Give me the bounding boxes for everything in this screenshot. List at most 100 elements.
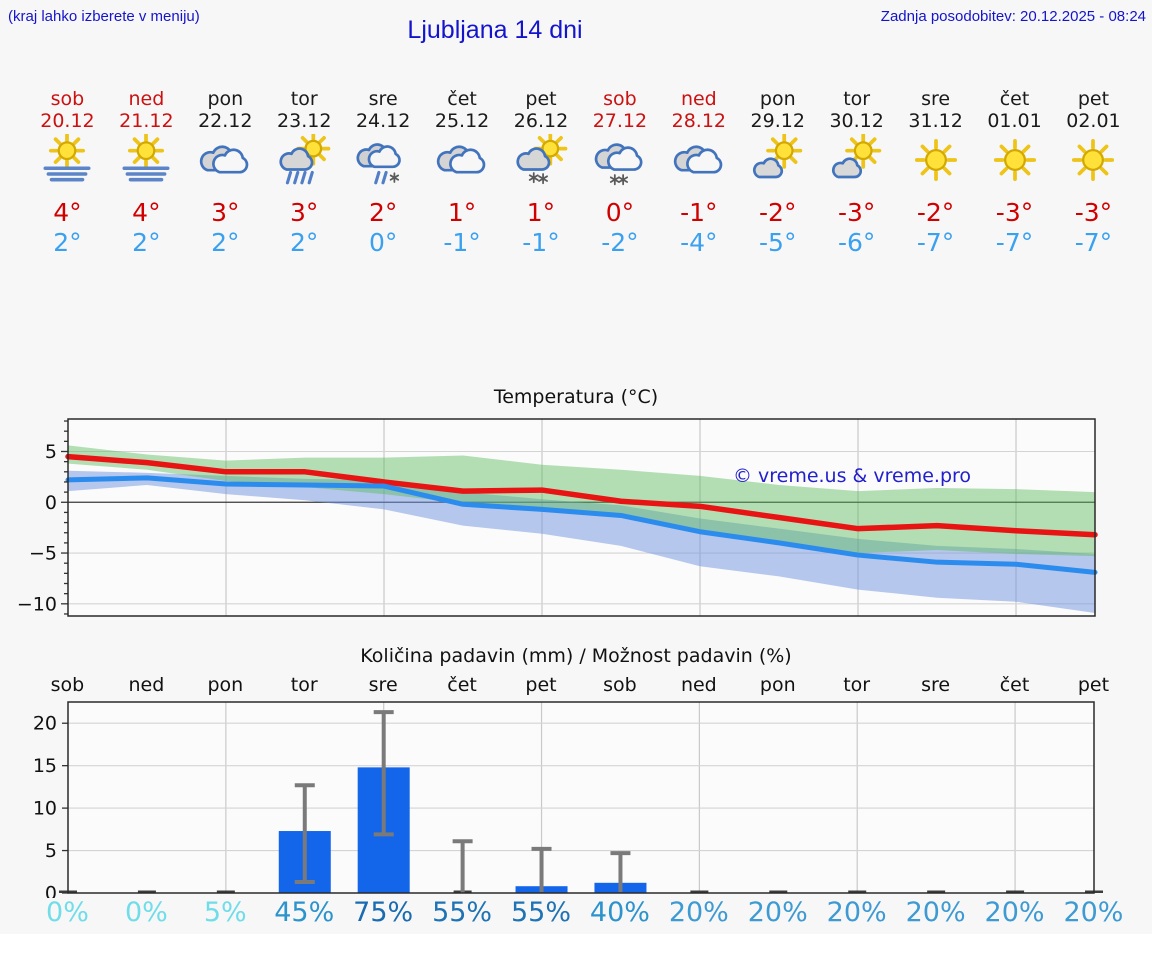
day-date: 24.12 [355, 110, 411, 132]
day-date: 25.12 [434, 110, 490, 132]
day-date: 29.12 [750, 110, 805, 132]
high-temp: 0° [605, 198, 635, 227]
cloudy-icon [673, 145, 723, 174]
weather-icon-cell [265, 131, 344, 196]
low-temp: -5° [759, 228, 797, 257]
day-column: pon 22.12 3° 2° [186, 88, 265, 258]
high-temp: 3° [211, 198, 240, 227]
day-column: tor 23.12 3° 2° [265, 88, 344, 258]
day-column: ned 28.12 -1° -4° [659, 88, 738, 258]
weather-icon-cell [186, 132, 265, 196]
high-temp: 1° [447, 198, 477, 227]
low-temp: -1° [443, 228, 481, 257]
precip-day-label: tor [290, 674, 318, 696]
day-name: pet [525, 88, 557, 110]
precip-probability-label: 5% [203, 897, 247, 928]
last-update-text: Zadnja posodobitev: 20.12.2025 - 08:24 [880, 8, 1146, 25]
day-column: sre 31.12 -2° -7° [896, 88, 975, 258]
menu-hint-text: (kraj lahko izberete v meniju) [8, 8, 200, 25]
precip-probability-label: 75% [353, 897, 414, 928]
day-name: ned [680, 88, 717, 110]
sunny-icon [993, 138, 1036, 182]
watermark-text: © vreme.us & vreme.pro [733, 465, 971, 487]
day-date: 23.12 [277, 110, 332, 132]
low-temp: -2° [601, 228, 639, 257]
day-name: sob [50, 88, 85, 110]
precip-day-label: pet [525, 674, 557, 696]
weather-icon-cell [107, 132, 186, 196]
temperature-chart: −10 −5 0 5 © vreme.us & vreme.pro [17, 418, 1098, 617]
precip-probability-label: 20% [984, 897, 1045, 928]
precip-probability-label: 20% [905, 897, 966, 928]
day-name: pon [207, 88, 244, 110]
high-temp: -3° [837, 198, 876, 227]
snow-sun-icon [516, 131, 568, 185]
high-temp: 1° [526, 198, 556, 227]
precip-day-label: čet [447, 674, 477, 696]
day-column: čet 25.12 1° -1° [423, 88, 502, 258]
weather-icon-cell [659, 132, 738, 196]
precipitation-chart-title: Količina padavin (mm) / Možnost padavin … [360, 645, 792, 667]
precip-day-label: sre [921, 674, 951, 696]
day-name: čet [447, 88, 477, 110]
day-name: čet [999, 88, 1030, 110]
precip-probability-label: 20% [668, 897, 729, 928]
precip-probability-label: 0% [124, 897, 168, 928]
precip-day-label: pon [207, 674, 244, 696]
low-temp: 0° [368, 228, 398, 257]
svg-text:−5: −5 [29, 543, 57, 565]
day-column: sob 27.12 0° -2° [580, 88, 659, 258]
day-date: 02.01 [1066, 110, 1121, 132]
sleet-icon [356, 143, 401, 185]
sunny-icon [1072, 138, 1115, 182]
day-name: pet [1077, 88, 1110, 110]
svg-text:10: 10 [33, 798, 57, 820]
weather-icon-cell [344, 132, 423, 196]
precip-day-label: ned [128, 674, 165, 696]
precipitation-day-labels: sob ned pon tor sre čet pet sob ned pon tor sre čet p… [28, 674, 1133, 696]
low-temp: 2° [211, 228, 240, 257]
precip-probability-label: 40% [589, 897, 650, 928]
day-name: pon [759, 88, 796, 110]
daily-forecast-row: sob 20.12 4° 2° ned 21.12 4° 2° pon 22.12 3° 2° tor 2… [28, 88, 1133, 258]
day-column: pon 29.12 -2° -5° [738, 88, 817, 258]
day-date: 26.12 [513, 110, 569, 132]
low-temp: -7° [916, 228, 955, 257]
weather-icon-cell [1054, 132, 1133, 196]
cloudy-icon [436, 145, 486, 174]
high-temp: -3° [995, 198, 1034, 227]
precip-probability-label: 20% [826, 897, 887, 928]
high-temp: 3° [290, 198, 319, 227]
high-temp: -2° [916, 198, 955, 227]
weather-icon-cell [975, 132, 1054, 196]
day-date: 30.12 [829, 110, 884, 132]
precip-day-label: sob [50, 674, 85, 696]
day-name: tor [843, 88, 871, 110]
svg-text:20: 20 [33, 713, 57, 735]
page-title: Ljubljana 14 dni [407, 16, 583, 44]
low-temp: -7° [1074, 228, 1113, 257]
day-column: pet 26.12 1° -1° [502, 88, 581, 258]
day-date: 31.12 [908, 110, 963, 132]
precip-day-label: čet [999, 674, 1030, 696]
day-column: čet 01.01 -3° -7° [975, 88, 1054, 258]
precip-probability-label: 55% [432, 897, 493, 928]
weather-icon-cell [28, 132, 107, 196]
precip-probability-label: 45% [274, 897, 335, 928]
svg-text:15: 15 [33, 755, 57, 777]
weather-icon-cell [502, 131, 581, 196]
day-column: sob 20.12 4° 2° [28, 88, 107, 258]
low-temp: 2° [132, 228, 161, 257]
precipitation-probability-row: 0% 0% 5% 45% 75% 55% 55% 40% 20% 20% 20% 20% 20% 20% [28, 897, 1133, 928]
low-temp: -4° [680, 228, 718, 257]
high-temp: -2° [759, 198, 797, 227]
precip-day-label: tor [843, 674, 871, 696]
precip-day-label: ned [680, 674, 717, 696]
day-column: tor 30.12 -3° -6° [817, 88, 896, 258]
day-date: 27.12 [592, 110, 648, 132]
high-temp: 4° [53, 198, 82, 227]
day-name: sre [368, 88, 398, 110]
high-temp: 4° [132, 198, 161, 227]
high-temp: -3° [1074, 198, 1113, 227]
